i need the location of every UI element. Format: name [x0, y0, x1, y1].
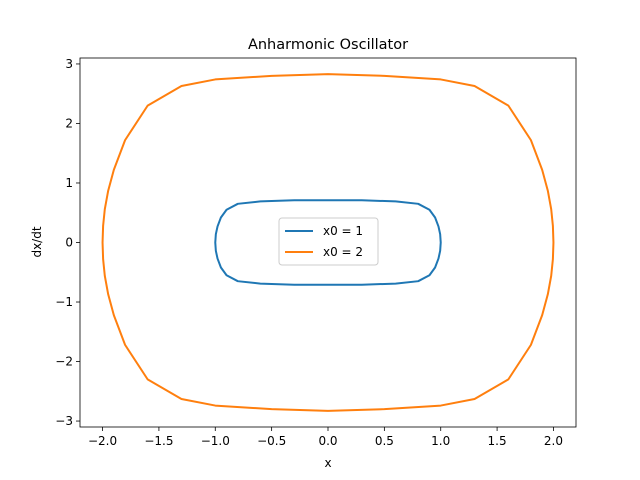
x-tick-label: 1.5 — [488, 434, 507, 448]
y-tick-label: −1 — [55, 295, 73, 309]
y-tick-label: 2 — [65, 116, 73, 130]
y-tick-label: 0 — [65, 236, 73, 250]
legend-label-2: x0 = 2 — [323, 245, 363, 259]
y-axis: −3 −2 −1 0 1 2 3 — [55, 57, 80, 428]
series-layer — [101, 73, 555, 412]
x-tick-label: 0.5 — [375, 434, 394, 448]
x-tick-label: −0.5 — [257, 434, 286, 448]
y-axis-label: dx/dt — [30, 226, 44, 257]
y-tick-label: 3 — [65, 57, 73, 71]
y-tick-label: −2 — [55, 355, 73, 369]
x-tick-label: −2.0 — [88, 434, 117, 448]
x-tick-label: −1.5 — [144, 434, 173, 448]
x-tick-label: 0.0 — [318, 434, 337, 448]
legend: x0 = 1 x0 = 2 — [278, 217, 379, 266]
legend-frame — [278, 217, 379, 266]
series-line-1 — [214, 199, 442, 286]
y-tick-label: −3 — [55, 414, 73, 428]
x-axis: −2.0 −1.5 −1.0 −0.5 0.0 0.5 1.0 1.5 2.0 — [88, 427, 563, 448]
x-tick-label: 1.0 — [431, 434, 450, 448]
x-tick-label: −1.0 — [201, 434, 230, 448]
series-line-2 — [101, 73, 555, 412]
x-tick-label: 2.0 — [544, 434, 563, 448]
legend-label-1: x0 = 1 — [323, 224, 363, 238]
chart-title: Anharmonic Oscillator — [248, 37, 408, 53]
x-axis-label: x — [324, 456, 331, 470]
y-tick-label: 1 — [65, 176, 73, 190]
